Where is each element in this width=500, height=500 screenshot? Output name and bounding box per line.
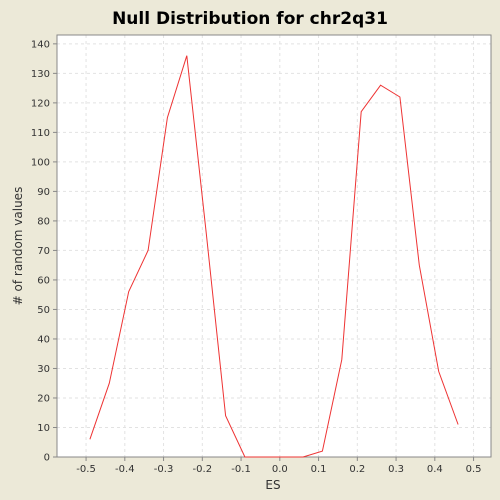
y-tick-label: 140 bbox=[31, 39, 50, 50]
y-tick-label: 130 bbox=[31, 69, 50, 80]
x-tick-label: -0.1 bbox=[231, 464, 251, 475]
y-axis-label: # of random values bbox=[11, 187, 25, 306]
y-tick-label: 90 bbox=[37, 187, 50, 198]
x-tick-label: 0.4 bbox=[427, 464, 443, 475]
y-tick-label: 30 bbox=[37, 364, 50, 375]
y-tick-label: 80 bbox=[37, 216, 50, 227]
x-tick-label: 0.5 bbox=[466, 464, 482, 475]
series-line bbox=[89, 55, 459, 458]
chart-title: Null Distribution for chr2q31 bbox=[112, 9, 388, 29]
y-tick-label: 20 bbox=[37, 393, 50, 404]
series-layer bbox=[89, 55, 459, 458]
y-tick-label: 0 bbox=[44, 453, 50, 464]
y-tick-label: 10 bbox=[37, 423, 50, 434]
x-axis-label: ES bbox=[265, 478, 280, 492]
grid bbox=[57, 35, 491, 458]
y-tick-label: 110 bbox=[31, 128, 50, 139]
y-tick-label: 120 bbox=[31, 98, 50, 109]
y-tick-label: 60 bbox=[37, 275, 50, 286]
x-tick-label: -0.3 bbox=[154, 464, 174, 475]
x-tick-label: -0.4 bbox=[115, 464, 135, 475]
y-tick-label: 50 bbox=[37, 305, 50, 316]
y-tick-label: 100 bbox=[31, 157, 50, 168]
x-tick-label: -0.2 bbox=[193, 464, 213, 475]
plot-area bbox=[57, 35, 491, 457]
x-tick-label: 0.1 bbox=[311, 464, 327, 475]
y-tick-label: 40 bbox=[37, 334, 50, 345]
x-tick-label: -0.5 bbox=[76, 464, 96, 475]
x-tick-label: 0.2 bbox=[349, 464, 365, 475]
y-tick-label: 70 bbox=[37, 246, 50, 257]
x-tick-label: 0.0 bbox=[272, 464, 288, 475]
x-tick-label: 0.3 bbox=[388, 464, 404, 475]
